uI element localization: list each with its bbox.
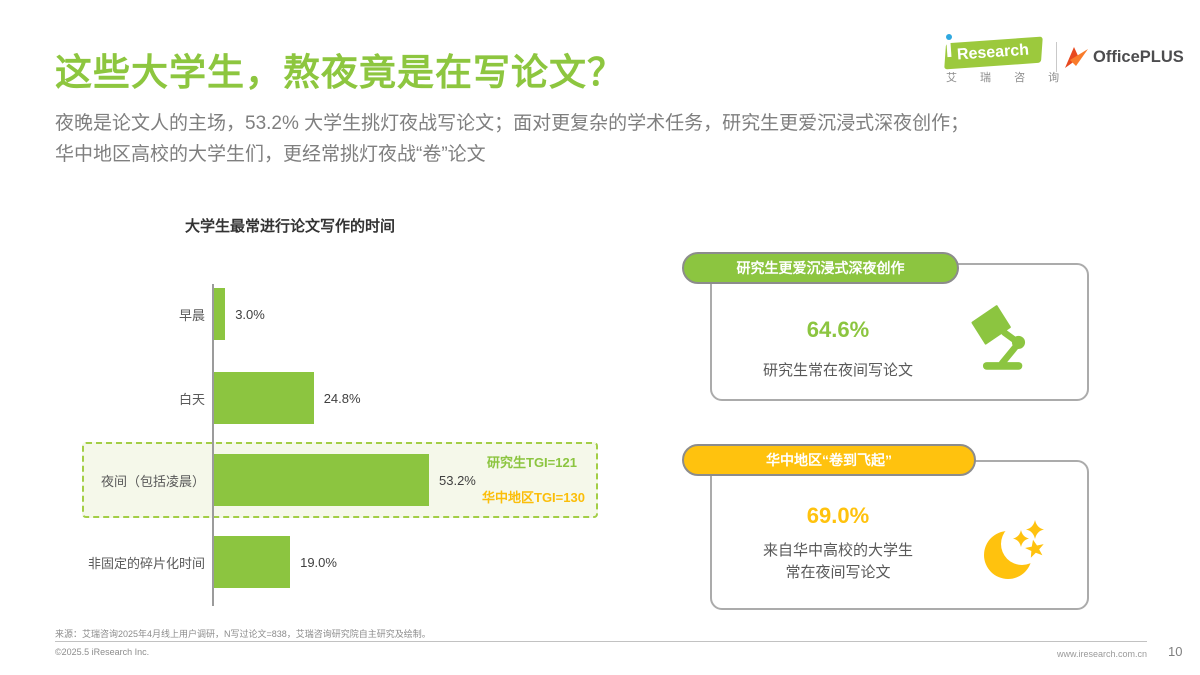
moon-stars-icon <box>984 520 1044 579</box>
page-number: 10 <box>1168 644 1183 659</box>
iresearch-logo-chinese: 艾 瑞 咨 询 <box>946 72 1070 84</box>
tgi-annotation-graduate: 研究生TGI=121 <box>487 455 577 470</box>
bar-row-fragmented: 非固定的碎片化时间 19.0% <box>55 536 337 588</box>
card-central-china-value: 69.0% <box>806 503 870 528</box>
category-label: 非固定的碎片化时间 <box>87 555 205 571</box>
card-central-china-desc: 来自华中高校的大学生 常在夜间写论文 <box>762 542 913 581</box>
value-label: 3.0% <box>235 306 265 322</box>
page-title: 这些大学生，熬夜竟是在写论文？ <box>55 52 625 93</box>
bar <box>213 288 226 340</box>
category-label: 白天 <box>178 391 205 407</box>
footer-divider <box>55 641 1147 642</box>
bar-row-morning: 早晨 3.0% <box>55 288 265 340</box>
officeplus-bird-icon <box>1065 47 1088 68</box>
subtitle-line-1: 夜晚是论文人的主场，53.2% 大学生挑灯夜战写论文；面对更复杂的学术任务，研究… <box>55 113 970 134</box>
desk-lamp-icon <box>971 305 1026 370</box>
bar <box>213 536 291 588</box>
card-graduate-body <box>710 263 1089 401</box>
card-graduate-value: 64.6% <box>806 317 870 342</box>
value-label: 24.8% <box>323 390 361 406</box>
card-graduate-desc: 研究生常在夜间写论文 <box>762 362 913 379</box>
officeplus-logo-text: OfficePLUS <box>1093 48 1184 66</box>
bar <box>213 372 314 424</box>
bar <box>213 454 429 506</box>
category-label: 夜间（包括凌晨） <box>100 473 205 489</box>
source-note: 来源：艾瑞咨询2025年4月线上用户调研，N写过论文=838，艾瑞咨询研究院自主… <box>55 629 431 639</box>
card-central-china-badge: 华中地区“卷到飞起” <box>682 444 976 476</box>
chart-title: 大学生最常进行论文写作的时间 <box>185 218 396 235</box>
tgi-annotation-central-china: 华中地区TGI=130 <box>482 490 585 505</box>
iresearch-logo: Research <box>944 36 1043 70</box>
iresearch-i-dot-icon <box>946 34 952 40</box>
website-url: www.iresearch.com.cn <box>1056 649 1147 659</box>
bar-row-daytime: 白天 24.8% <box>55 372 361 424</box>
page-subtitle: 夜晚是论文人的主场，53.2% 大学生挑灯夜战写论文；面对更复杂的学术任务，研究… <box>55 108 975 170</box>
chart-axis-line <box>212 284 214 606</box>
iresearch-logo-text: Research <box>956 41 1030 64</box>
value-label: 53.2% <box>439 472 476 488</box>
card-graduate-badge: 研究生更爱沉浸式深夜创作 <box>682 252 959 284</box>
value-label: 19.0% <box>300 554 337 570</box>
copyright-text: ©2025.5 iResearch Inc. <box>55 647 150 657</box>
category-label: 早晨 <box>178 307 205 323</box>
subtitle-line-2: 华中地区高校的大学生们，更经常挑灯夜战“卷”论文 <box>55 144 486 165</box>
logo-divider <box>1056 42 1057 72</box>
bar-row-night: 夜间（包括凌晨） 53.2% <box>55 454 476 506</box>
